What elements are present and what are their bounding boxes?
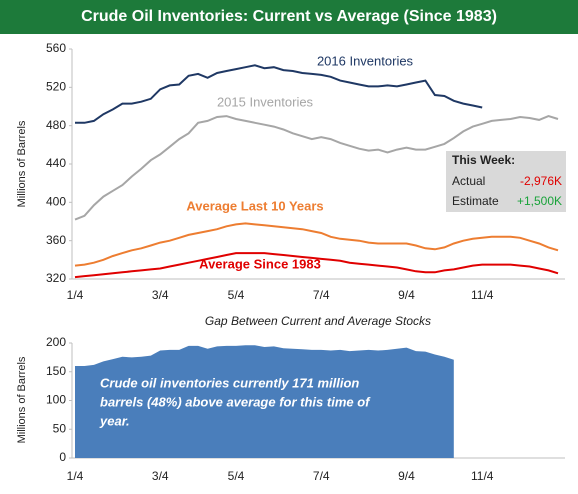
y-tick-label: 480: [46, 118, 66, 132]
area: [75, 345, 454, 458]
annotation: barrels (48%) above average for this tim…: [100, 394, 371, 409]
y-tick-label: 0: [59, 450, 66, 464]
y-tick-label: 520: [46, 80, 66, 94]
table-value: +1,500K: [517, 194, 562, 208]
x-tick-label: 5/4: [228, 469, 245, 483]
title-bar: [0, 0, 578, 34]
x-tick-label: 11/4: [471, 288, 494, 302]
table-label: Actual: [452, 174, 485, 188]
x-tick-label: 1/4: [67, 469, 84, 483]
y-axis-label: Millions of Barrels: [16, 120, 28, 207]
series-line: [74, 115, 559, 221]
y-tick-label: 200: [46, 335, 66, 349]
x-tick-label: 3/4: [152, 469, 169, 483]
y-tick-label: 440: [46, 156, 66, 170]
y-tick-label: 320: [46, 271, 66, 285]
x-tick-label: 7/4: [313, 288, 330, 302]
x-tick-label: 7/4: [313, 469, 330, 483]
series-label: Average Since 1983: [199, 256, 321, 271]
series-line: [74, 222, 559, 267]
series-line: [75, 64, 483, 124]
x-tick-label: 9/4: [398, 469, 415, 483]
y-tick-label: 400: [46, 195, 66, 209]
series-line: [74, 252, 559, 279]
annotation: Crude oil inventories currently 171 mill…: [100, 375, 359, 390]
y-tick-label: 560: [46, 41, 66, 55]
y-tick-label: 100: [46, 393, 66, 407]
y-tick-label: 360: [46, 233, 66, 247]
series-label: 2016 Inventories: [317, 53, 414, 68]
table-label: Estimate: [452, 194, 499, 208]
x-tick-label: 5/4: [228, 288, 245, 302]
chart-title: Crude Oil Inventories: Current vs Averag…: [81, 8, 497, 25]
x-tick-label: 1/4: [67, 288, 84, 302]
table-title: This Week:: [452, 153, 515, 167]
x-tick-label: 11/4: [471, 469, 494, 483]
this-week-box: [446, 151, 566, 212]
table-value: -2,976K: [520, 174, 562, 188]
annotation: year.: [99, 413, 130, 428]
y-tick-label: 50: [53, 421, 67, 435]
subtitle: Gap Between Current and Average Stocks: [205, 314, 431, 328]
series-label: 2015 Inventories: [217, 94, 314, 109]
y-axis-label: Millions of Barrels: [16, 356, 28, 443]
x-tick-label: 3/4: [152, 288, 169, 302]
x-tick-label: 9/4: [398, 288, 415, 302]
series-label: Average Last 10 Years: [186, 198, 323, 213]
y-tick-label: 150: [46, 364, 66, 378]
